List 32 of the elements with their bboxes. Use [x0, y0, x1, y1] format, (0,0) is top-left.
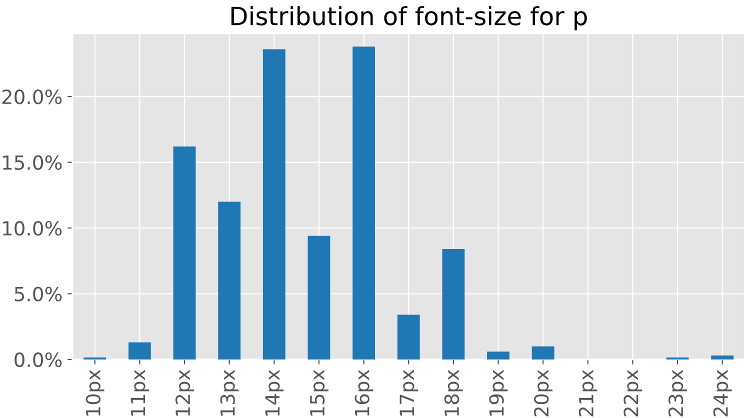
- bar: [218, 202, 241, 360]
- x-tick-label: 11px: [130, 370, 150, 416]
- bar: [442, 249, 465, 360]
- x-tick-label: 24px: [713, 370, 732, 416]
- x-tick-label: 21px: [578, 370, 598, 416]
- bar: [352, 46, 375, 360]
- x-tick-label: 12px: [175, 370, 194, 416]
- bar: [487, 352, 510, 360]
- y-tick-label: 5.0%: [14, 286, 62, 302]
- x-tick-label: 14px: [265, 370, 284, 416]
- y-tick-label: 10.0%: [3, 220, 62, 236]
- x-tick-label: 20px: [534, 370, 552, 416]
- x-tick-label: 16px: [354, 370, 374, 416]
- y-tick-label: 15.0%: [3, 155, 62, 170]
- x-tick-label: 13px: [220, 370, 239, 416]
- x-tick-label: 23px: [668, 370, 687, 416]
- y-tick-label: 20.0%: [2, 90, 62, 104]
- chart-title: Distribution of font-size for p: [231, 6, 587, 30]
- y-tick-label: 0.0%: [14, 352, 62, 368]
- bar: [262, 49, 286, 360]
- x-tick-label: 18px: [444, 370, 463, 416]
- x-tick-label: 17px: [400, 370, 418, 416]
- x-tick-label: 15px: [310, 370, 328, 416]
- bar: [711, 356, 734, 360]
- bar: [308, 236, 330, 360]
- x-tick-label: 22px: [624, 370, 642, 416]
- bar: [128, 342, 151, 360]
- x-tick-label: 10px: [86, 370, 104, 416]
- bar: [173, 146, 196, 360]
- bar: [532, 346, 554, 360]
- bar: [397, 314, 420, 360]
- x-tick-label: 19px: [489, 370, 508, 416]
